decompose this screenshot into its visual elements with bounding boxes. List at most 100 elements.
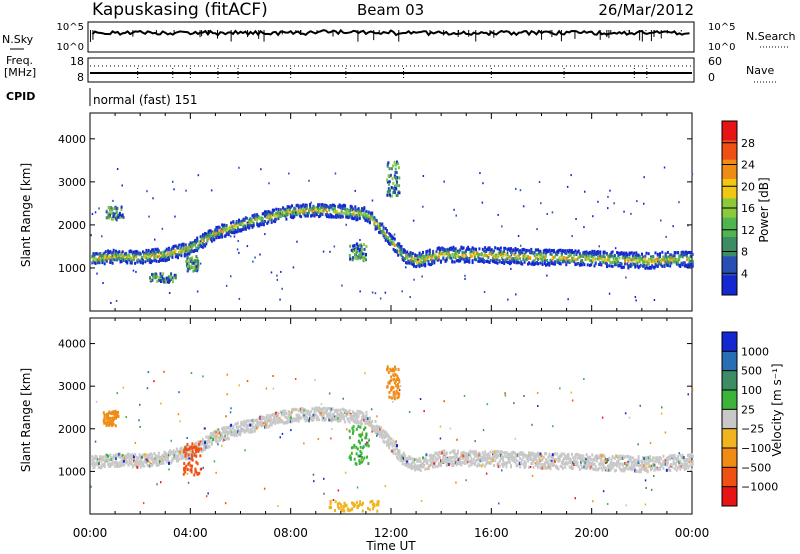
echo-cell — [205, 232, 208, 236]
echo-cell — [532, 465, 535, 469]
echo-cell — [633, 251, 636, 255]
echo-cell — [166, 455, 169, 459]
echo-cell — [496, 454, 499, 458]
echo-cell — [592, 458, 595, 461]
echo-cell — [261, 220, 264, 224]
echo-cell — [572, 251, 575, 255]
echo-cell — [432, 259, 435, 263]
echo-cell — [547, 455, 550, 459]
echo-cell — [267, 214, 270, 218]
echo-cell — [232, 424, 235, 428]
sparse-cell — [660, 219, 662, 222]
echo-cell — [397, 452, 400, 456]
echo-cell — [604, 457, 607, 461]
patch-cell — [350, 248, 353, 252]
echo-cell — [175, 456, 178, 460]
echo-cell — [484, 456, 487, 460]
echo-cell — [556, 452, 559, 456]
echo-cell — [440, 252, 442, 255]
echo-cell — [116, 454, 119, 457]
echo-cell — [338, 419, 341, 422]
echo-cell — [610, 466, 613, 470]
echo-cell — [399, 459, 402, 463]
echo-cell — [416, 257, 419, 260]
echo-cell — [381, 222, 384, 226]
echo-cell — [607, 256, 610, 260]
echo-cell — [155, 254, 158, 258]
echo-cell — [481, 260, 484, 263]
echo-cell — [584, 250, 587, 254]
echo-cell — [100, 258, 103, 261]
echo-cell — [664, 252, 667, 256]
echo-cell — [459, 459, 462, 462]
echo-cell — [425, 458, 428, 462]
echo-cell — [146, 251, 149, 255]
echo-cell — [249, 219, 252, 223]
echo-cell — [585, 252, 588, 256]
echo-cell — [631, 460, 634, 464]
sparse-cell — [252, 260, 254, 263]
echo-cell — [154, 252, 157, 255]
echo-cell — [113, 252, 116, 256]
echo-cell — [493, 255, 496, 259]
echo-cell — [400, 245, 403, 248]
echo-cell — [376, 427, 379, 431]
patch-cell — [111, 416, 114, 420]
echo-cell — [173, 244, 176, 248]
echo-cell — [449, 254, 452, 257]
echo-cell — [352, 414, 354, 418]
sparse-cell — [519, 189, 522, 192]
echo-cell — [422, 465, 424, 469]
sparse-cell — [99, 262, 101, 265]
echo-cell — [285, 412, 288, 416]
echo-cell — [326, 210, 328, 214]
echo-cell — [647, 461, 650, 465]
echo-cell — [392, 247, 395, 251]
echo-cell — [575, 453, 578, 456]
echo-cell — [669, 457, 672, 461]
echo-cell — [434, 451, 437, 455]
patch-cell — [116, 413, 119, 417]
echo-cell — [376, 226, 379, 230]
echo-cell — [425, 467, 428, 471]
echo-cell — [512, 248, 515, 252]
echo-cell — [438, 251, 441, 255]
patch-cell — [117, 214, 120, 217]
echo-cell — [677, 458, 680, 462]
echo-cell — [522, 256, 525, 259]
echo-cell — [216, 440, 219, 444]
echo-cell — [210, 239, 213, 243]
echo-cell — [275, 211, 278, 215]
echo-cell — [244, 422, 247, 426]
echo-cell — [627, 463, 630, 467]
echo-cell — [429, 263, 432, 267]
echo-cell — [418, 264, 421, 268]
echo-cell — [409, 464, 412, 468]
echo-cell — [580, 259, 582, 263]
sparse-cell — [464, 277, 466, 280]
echo-cell — [389, 234, 392, 238]
echo-cell — [624, 258, 626, 261]
echo-cell — [507, 247, 510, 251]
echo-cell — [226, 436, 229, 440]
echo-band — [91, 406, 694, 474]
echo-cell — [260, 220, 263, 224]
noise-right-tick-top: 10^5 — [708, 22, 735, 33]
echo-cell — [613, 469, 616, 473]
echo-cell — [659, 252, 661, 256]
echo-cell — [660, 263, 663, 267]
echo-cell — [475, 450, 477, 454]
echo-cell — [574, 258, 577, 262]
echo-cell — [514, 249, 517, 253]
echo-cell — [374, 227, 377, 231]
echo-cell — [370, 215, 373, 219]
sparse-cell — [515, 187, 517, 190]
echo-cell — [191, 241, 194, 245]
echo-cell — [315, 406, 318, 410]
patch-cell — [118, 216, 121, 220]
echo-cell — [314, 407, 317, 411]
echo-cell — [559, 453, 562, 457]
echo-cell — [319, 413, 322, 417]
echo-cell — [207, 437, 210, 441]
echo-cell — [454, 247, 457, 251]
